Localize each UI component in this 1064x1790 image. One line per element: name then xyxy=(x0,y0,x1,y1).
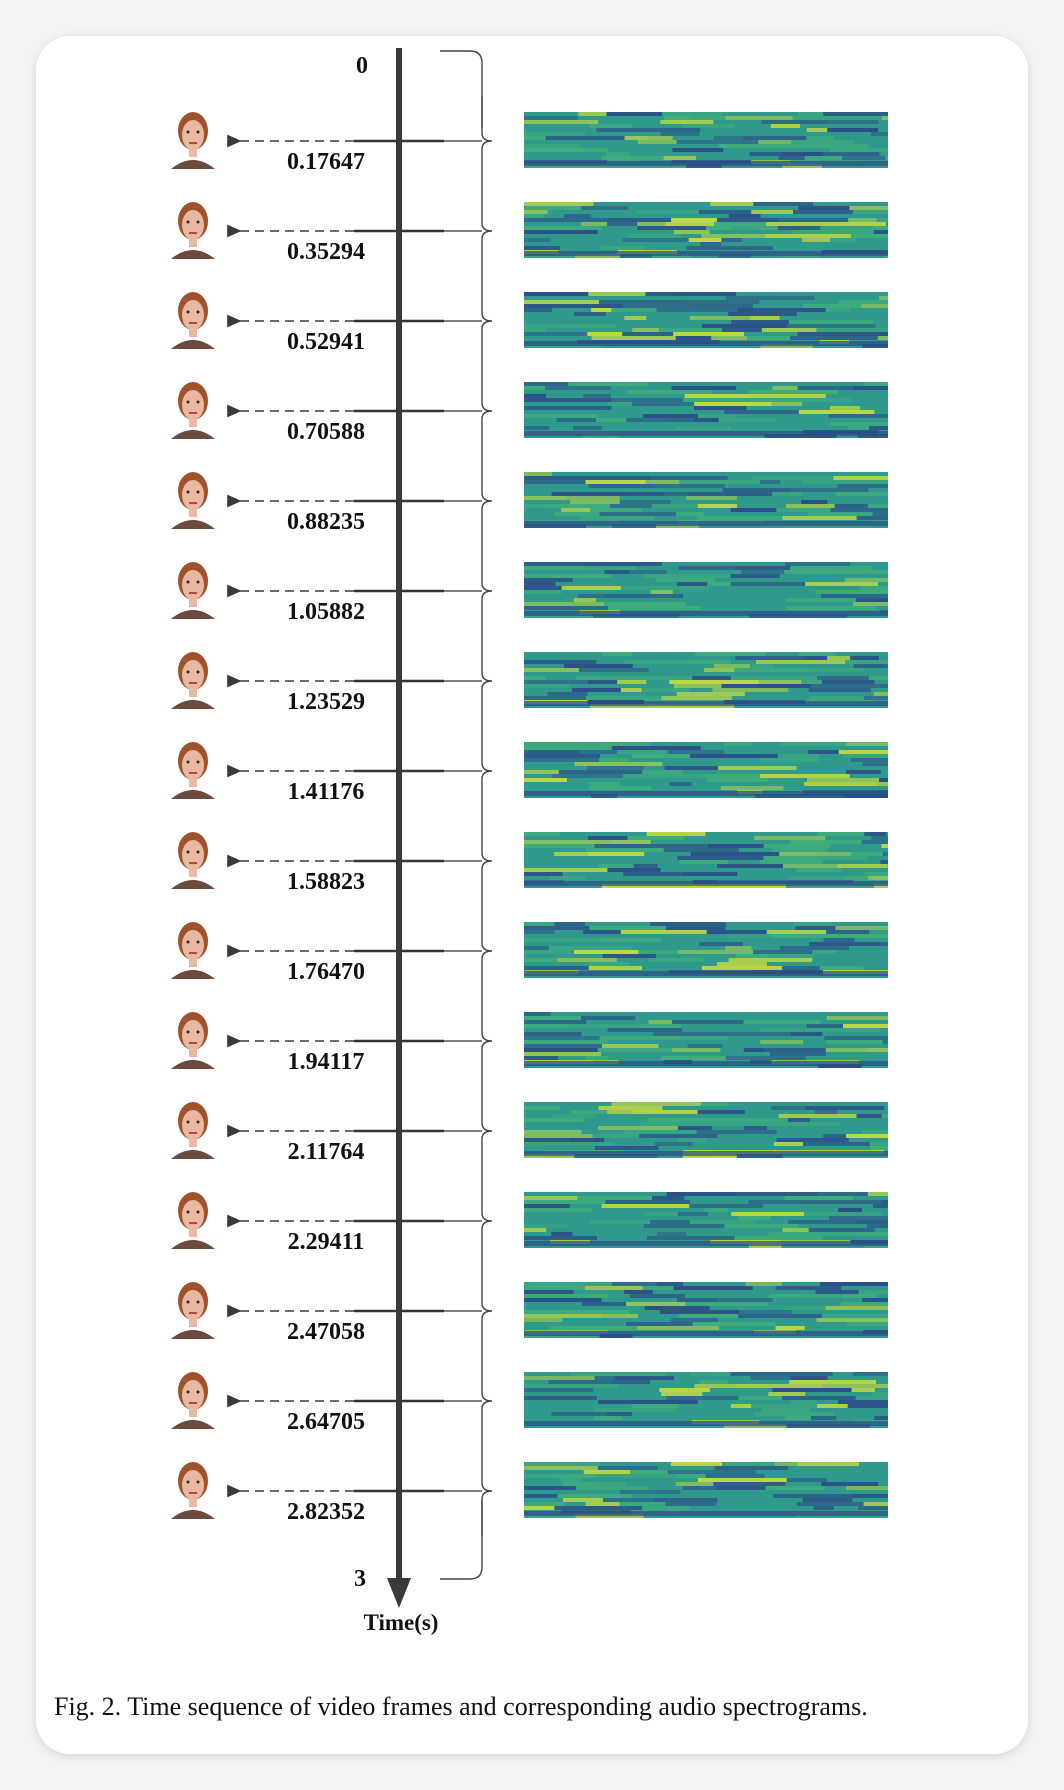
spectrogram-image xyxy=(524,1012,888,1068)
spectrogram-image xyxy=(524,742,888,798)
tick-label: 0.35294 xyxy=(287,239,365,265)
face-frame-icon xyxy=(171,562,215,619)
face-frame-icon xyxy=(171,112,215,169)
brace-segment xyxy=(481,906,493,996)
tick-label: 2.47058 xyxy=(287,1319,365,1345)
face-frame-icon xyxy=(171,1102,215,1159)
spectrogram-image xyxy=(524,1192,888,1248)
brace-segment xyxy=(481,1266,493,1356)
spectrogram-image xyxy=(524,1282,888,1338)
spectrogram-image xyxy=(524,382,888,438)
tick-label: 2.82352 xyxy=(287,1499,365,1525)
spectrogram-image xyxy=(524,562,888,618)
spectrogram-image xyxy=(524,1102,888,1158)
spectrogram-image xyxy=(524,1462,888,1518)
time-row: 0.70588 xyxy=(171,366,888,456)
time-row: 0.88235 xyxy=(171,456,888,546)
tick-label: 2.29411 xyxy=(288,1229,365,1255)
face-frame-icon xyxy=(171,742,215,799)
brace-bottom-cap xyxy=(440,1500,483,1580)
tick-label: 1.58823 xyxy=(287,869,365,895)
time-row: 2.29411 xyxy=(171,1176,888,1266)
brace-top-cap xyxy=(440,50,483,128)
face-frame-icon xyxy=(171,382,215,439)
tick-label: 0.17647 xyxy=(287,149,365,175)
brace-segment xyxy=(481,366,493,456)
tick-label: 1.05882 xyxy=(287,599,365,625)
time-row: 1.76470 xyxy=(171,906,888,996)
time-row: 0.17647 xyxy=(171,96,888,186)
spectrogram-image xyxy=(524,472,888,528)
spectrogram-image xyxy=(524,652,888,708)
tick-label: 2.64705 xyxy=(287,1409,365,1435)
spectrogram-image xyxy=(524,292,888,348)
brace-segment xyxy=(481,546,493,636)
tick-label: 0.70588 xyxy=(287,419,365,445)
face-frame-icon xyxy=(171,922,215,979)
face-frame-icon xyxy=(171,1012,215,1069)
time-row: 1.58823 xyxy=(171,816,888,906)
brace-segment xyxy=(481,996,493,1086)
brace-segment xyxy=(481,726,493,816)
brace-segment xyxy=(481,816,493,906)
face-frame-icon xyxy=(171,472,215,529)
tick-label: 0.52941 xyxy=(287,329,365,355)
brace-segment xyxy=(481,1356,493,1446)
tick-label: 1.94117 xyxy=(288,1049,365,1075)
tick-label: 1.41176 xyxy=(288,779,365,805)
time-row: 1.23529 xyxy=(171,636,888,726)
face-frame-icon xyxy=(171,202,215,259)
brace-segment xyxy=(481,1086,493,1176)
time-row: 2.47058 xyxy=(171,1266,888,1356)
spectrogram-image xyxy=(524,112,888,168)
tick-label: 1.76470 xyxy=(287,959,365,985)
time-row: 2.64705 xyxy=(171,1356,888,1446)
brace-segment xyxy=(481,1446,493,1536)
brace-segment xyxy=(481,636,493,726)
brace-segment xyxy=(481,96,493,186)
face-frame-icon xyxy=(171,1462,215,1519)
time-row: 1.41176 xyxy=(171,726,888,816)
axis-title: Time(s) xyxy=(364,1610,439,1635)
axis-end-label: 3 xyxy=(354,1566,366,1592)
tick-label: 0.88235 xyxy=(287,509,365,535)
spectrogram-image xyxy=(524,832,888,888)
face-frame-icon xyxy=(171,1372,215,1429)
spectrogram-image xyxy=(524,202,888,258)
time-row: 2.11764 xyxy=(171,1086,888,1176)
spectrogram-image xyxy=(524,922,888,978)
time-axis-arrowhead xyxy=(387,1578,411,1608)
face-frame-icon xyxy=(171,1282,215,1339)
time-row: 2.82352 xyxy=(171,1446,888,1536)
tick-label: 2.11764 xyxy=(288,1139,365,1165)
face-frame-icon xyxy=(171,652,215,709)
face-frame-icon xyxy=(171,1192,215,1249)
axis-start-label: 0 xyxy=(356,53,368,79)
spectrogram-image xyxy=(524,1372,888,1428)
time-row: 0.35294 xyxy=(171,186,888,276)
time-rows: 0.17647 0.35294 0.52941 0.70588 0.88235 1.058… xyxy=(171,96,888,1536)
figure-caption: Fig. 2. Time sequence of video frames an… xyxy=(54,1692,868,1721)
face-frame-icon xyxy=(171,292,215,349)
time-row: 0.52941 xyxy=(171,276,888,366)
brace-segment xyxy=(481,186,493,276)
time-row: 1.94117 xyxy=(171,996,888,1086)
brace-segment xyxy=(481,1176,493,1266)
time-row: 1.05882 xyxy=(171,546,888,636)
brace-segment xyxy=(481,276,493,366)
face-frame-icon xyxy=(171,832,215,889)
brace-segment xyxy=(481,456,493,546)
tick-label: 1.23529 xyxy=(287,689,365,715)
